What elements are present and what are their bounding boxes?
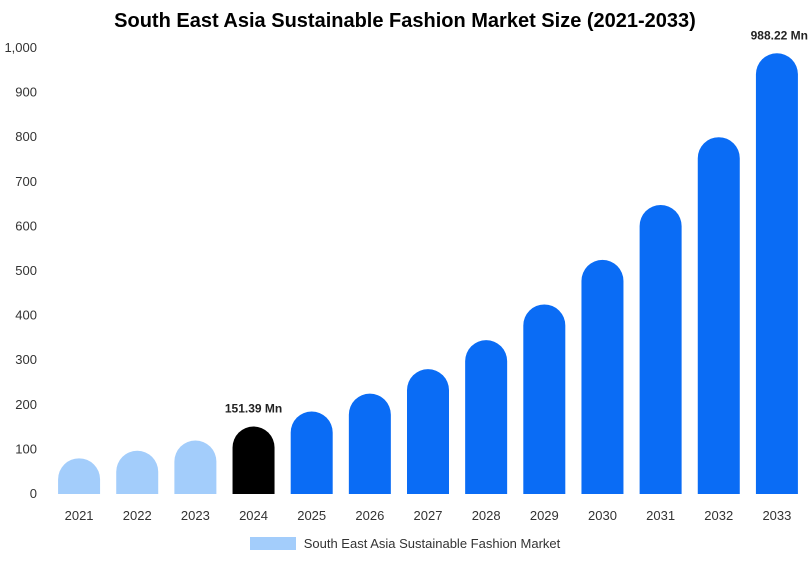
- data-label-2033: 988.22 Mn: [751, 28, 808, 42]
- data-label-2024: 151.39 Mn: [225, 401, 282, 415]
- x-tick-label: 2030: [588, 508, 617, 523]
- x-tick-label: 2029: [530, 508, 559, 523]
- x-tick-label: 2028: [472, 508, 501, 523]
- bar-2024: [232, 426, 275, 494]
- x-tick-label: 2024: [239, 508, 268, 523]
- bar-2027: [407, 369, 449, 494]
- y-tick-label: 900: [15, 85, 37, 100]
- y-tick-label: 600: [15, 218, 37, 233]
- bar-2033: [755, 53, 798, 495]
- bar-2021: [58, 458, 101, 494]
- bar-2023: [174, 440, 217, 494]
- y-tick-label: 800: [15, 129, 37, 144]
- y-axis: 0 100 200 300 400 500 600 700 800 900 1,000: [4, 40, 37, 501]
- y-tick-label: 400: [15, 308, 37, 323]
- bar-2026: [348, 393, 391, 494]
- x-tick-label: 2023: [181, 508, 210, 523]
- x-tick-label: 2022: [123, 508, 152, 523]
- y-tick-label: 100: [15, 441, 37, 456]
- legend: South East Asia Sustainable Fashion Mark…: [0, 536, 810, 551]
- x-tick-label: 2025: [297, 508, 326, 523]
- x-tick-label: 2032: [704, 508, 733, 523]
- y-tick-label: 700: [15, 174, 37, 189]
- bar-2032: [697, 137, 740, 494]
- bar-2031: [639, 204, 682, 494]
- bar-2029: [523, 304, 566, 494]
- y-tick-label: 0: [30, 486, 37, 501]
- y-tick-label: 200: [15, 397, 37, 412]
- x-tick-label: 2021: [65, 508, 94, 523]
- bar-2025: [290, 411, 333, 494]
- x-tick-label: 2031: [646, 508, 675, 523]
- x-tick-label: 2033: [762, 508, 791, 523]
- data-labels: 151.39 Mn 988.22 Mn: [225, 28, 808, 415]
- x-tick-label: 2027: [414, 508, 443, 523]
- bar-2030: [581, 259, 624, 494]
- y-tick-label: 300: [15, 352, 37, 367]
- x-tick-label: 2026: [355, 508, 384, 523]
- x-axis: 2021 2022 2023 2024 2025 2026 2027 2028 2029 2030…: [65, 508, 792, 523]
- y-tick-label: 1,000: [4, 40, 37, 55]
- legend-swatch: [249, 537, 296, 550]
- legend-label: South East Asia Sustainable Fashion Mark…: [303, 536, 561, 551]
- bar-2022: [116, 450, 159, 494]
- bar-2028: [465, 340, 508, 494]
- chart-title: South East Asia Sustainable Fashion Mark…: [114, 10, 696, 32]
- y-tick-label: 500: [15, 263, 37, 278]
- bars: [58, 53, 798, 495]
